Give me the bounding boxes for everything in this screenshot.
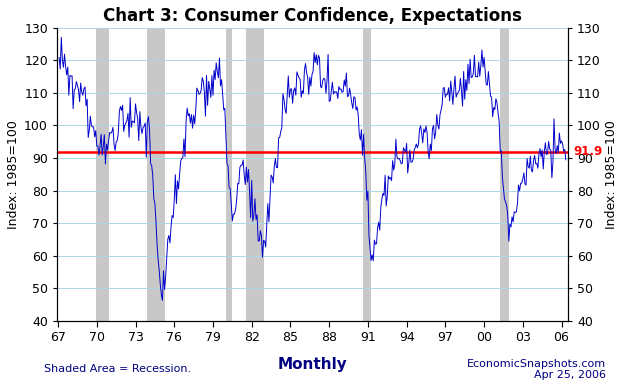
Title: Chart 3: Consumer Confidence, Expectations: Chart 3: Consumer Confidence, Expectatio…	[103, 7, 522, 25]
Text: Shaded Area = Recession.: Shaded Area = Recession.	[44, 364, 191, 374]
Text: Monthly: Monthly	[278, 358, 348, 372]
Bar	[96, 28, 109, 321]
Y-axis label: Index: 1985=100: Index: 1985=100	[605, 120, 618, 229]
Text: 91.9: 91.9	[573, 145, 602, 158]
Bar	[362, 28, 371, 321]
Bar	[500, 28, 509, 321]
Text: EconomicSnapshots.com: EconomicSnapshots.com	[467, 358, 606, 369]
Y-axis label: Index: 1985=100: Index: 1985=100	[7, 120, 20, 229]
Text: Apr 25, 2006: Apr 25, 2006	[534, 370, 606, 380]
Bar	[246, 28, 264, 321]
Bar	[148, 28, 164, 321]
Bar	[226, 28, 232, 321]
